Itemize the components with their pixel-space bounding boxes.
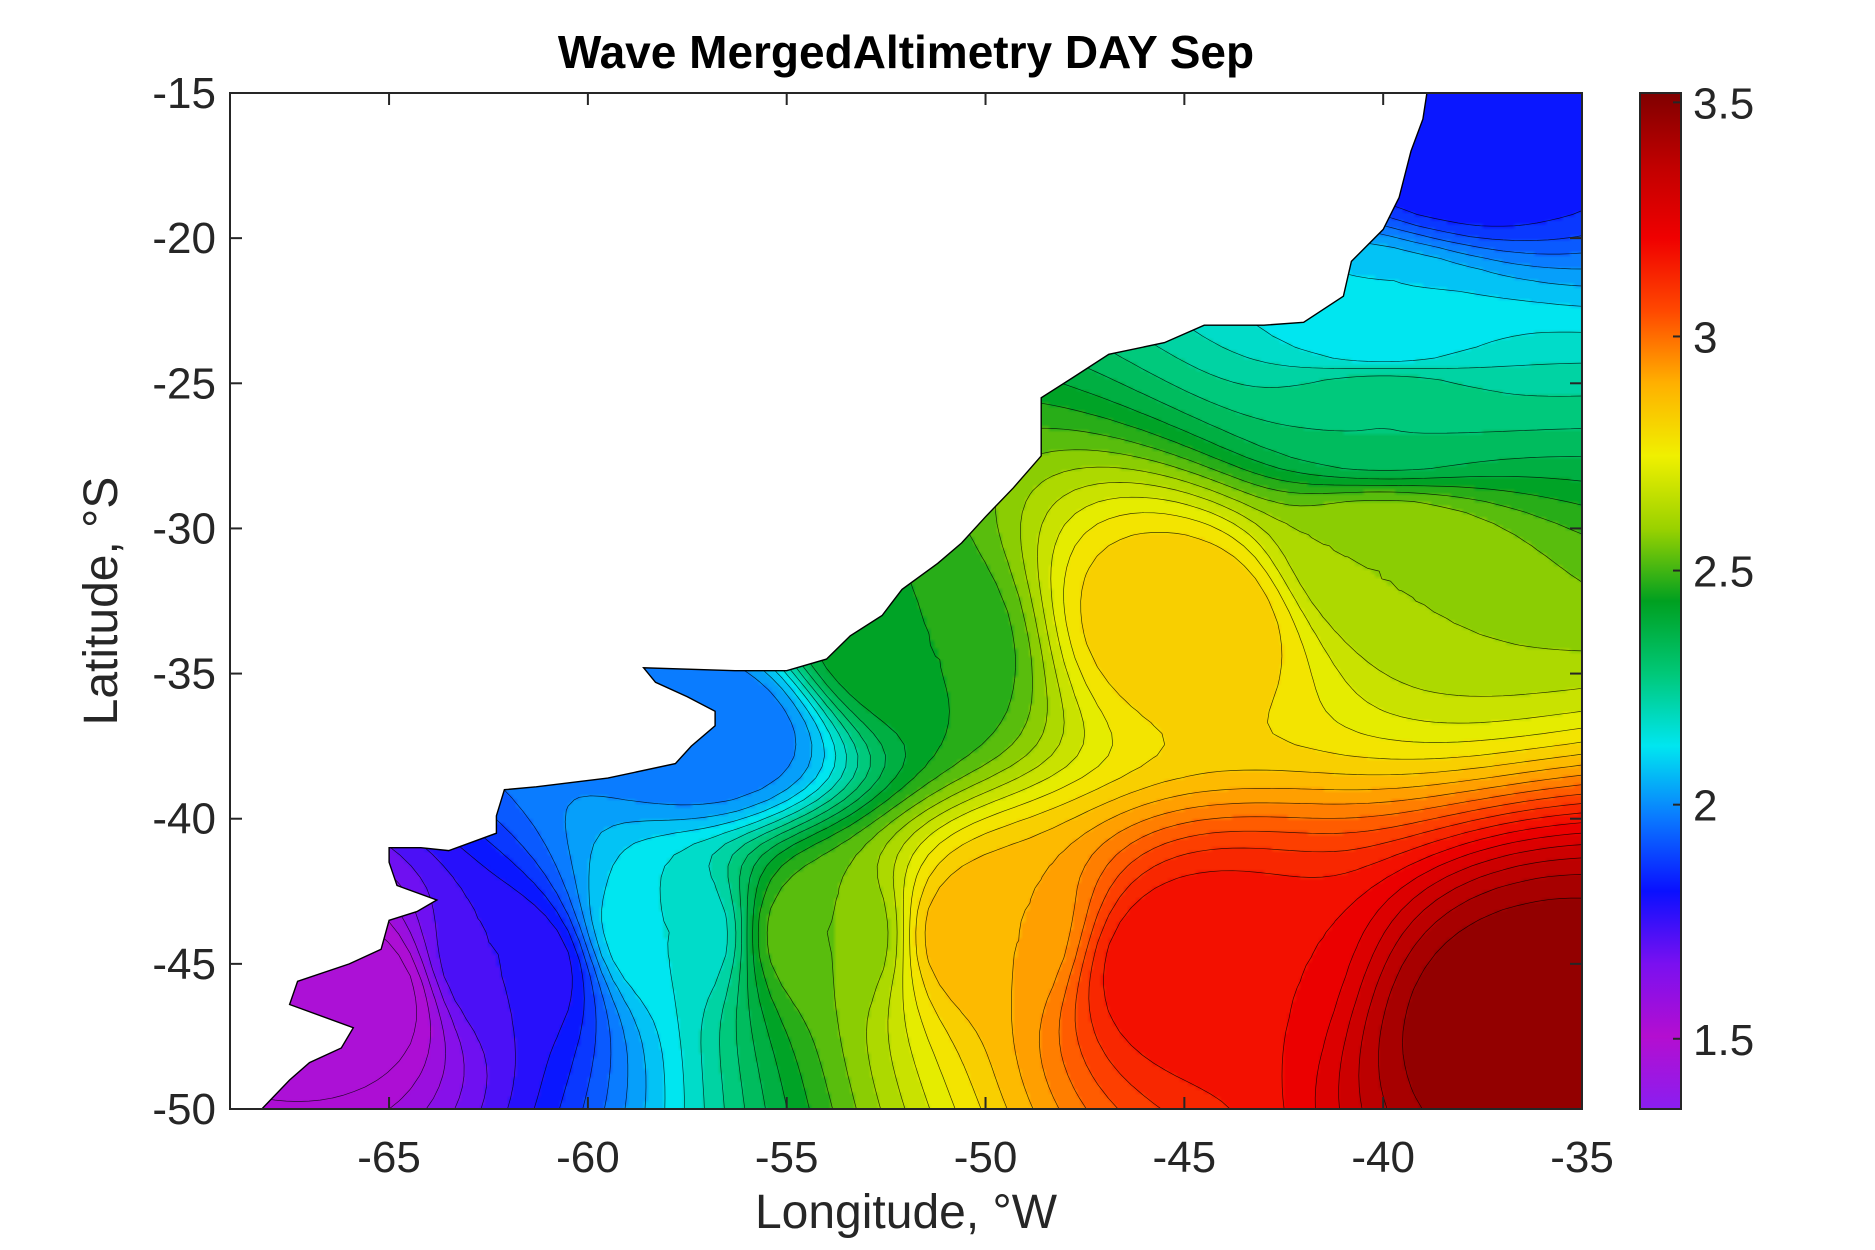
colorbar-tick-label: 3.5 — [1693, 79, 1754, 128]
colorbar-ticks: 1.5 2 2.5 3 3.5 — [1673, 79, 1754, 1065]
colorbar-tick-label: 2 — [1693, 782, 1717, 831]
x-tick-label: -65 — [357, 1133, 421, 1182]
chart-title: Wave MergedAltimetry DAY Sep — [558, 26, 1254, 78]
colorbar-tick-label: 1.5 — [1693, 1016, 1754, 1065]
y-tick-label: -50 — [152, 1085, 216, 1134]
colorbar-tick-label: 2.5 — [1693, 548, 1754, 597]
colorbar: 1.5 2 2.5 3 3.5 — [1639, 79, 1754, 1110]
y-tick-label: -35 — [152, 650, 216, 699]
colorbar-gradient — [1639, 92, 1682, 1110]
colorbar-tick-label: 3 — [1693, 313, 1717, 362]
x-tick-label: -60 — [556, 1133, 620, 1182]
x-axis-ticks: -65 -60 -55 -50 -45 -40 -35 — [357, 93, 1614, 1182]
x-tick-label: -35 — [1550, 1133, 1614, 1182]
y-tick-label: -25 — [152, 359, 216, 408]
y-tick-label: -30 — [152, 504, 216, 553]
plot-frame — [229, 92, 1583, 1110]
y-axis-ticks: -50 -45 -40 -35 -30 -25 -20 -15 — [152, 69, 1582, 1134]
plot-area: -65 -60 -55 -50 -45 -40 -35 -50 -45 -40 -35 -30 -25… — [152, 69, 1614, 1182]
land-mask — [230, 93, 1428, 1109]
y-axis-label: Latitude, °S — [75, 477, 128, 726]
y-tick-label: -40 — [152, 795, 216, 844]
y-tick-label: -45 — [152, 940, 216, 989]
x-tick-label: -55 — [755, 1133, 819, 1182]
x-tick-label: -45 — [1153, 1133, 1217, 1182]
x-tick-label: -50 — [954, 1133, 1018, 1182]
x-tick-label: -40 — [1351, 1133, 1415, 1182]
y-tick-label: -15 — [152, 69, 216, 118]
x-axis-label: Longitude, °W — [755, 1186, 1058, 1239]
y-tick-label: -20 — [152, 214, 216, 263]
